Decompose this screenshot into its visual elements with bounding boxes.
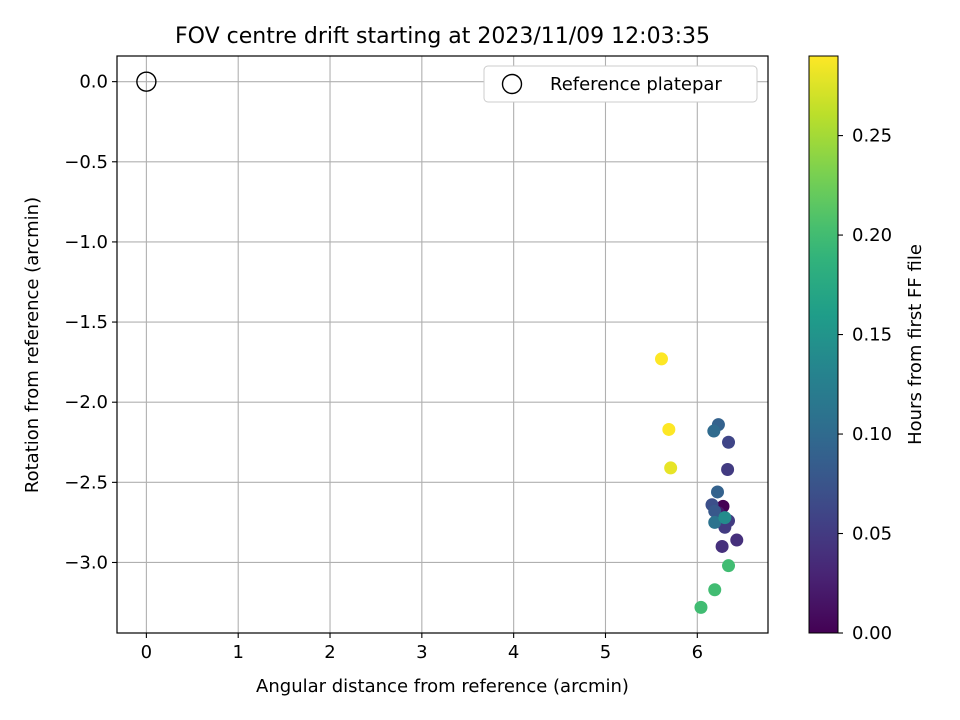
data-point <box>664 461 678 475</box>
colorbar-label: Hours from first FF file <box>905 244 926 445</box>
colorbar-tick-label: 0.05 <box>852 524 892 545</box>
x-tick-label: 3 <box>416 642 427 663</box>
x-tick-label: 1 <box>232 642 243 663</box>
reference-point-marker <box>136 71 157 92</box>
y-tick-label: 0.0 <box>79 72 108 93</box>
data-point <box>722 435 736 449</box>
y-tick-label: −0.5 <box>64 152 108 173</box>
data-point <box>715 539 729 553</box>
data-point <box>718 520 732 534</box>
data-point <box>662 422 676 436</box>
colorbar <box>808 55 839 634</box>
x-axis-label: Angular distance from reference (arcmin) <box>256 676 629 697</box>
data-point <box>708 583 722 597</box>
colorbar-tick-label: 0.25 <box>852 126 892 147</box>
data-points <box>136 71 744 614</box>
plot-area <box>117 56 768 633</box>
colorbar-tick-label: 0.15 <box>852 325 892 346</box>
y-tick-label: −1.5 <box>64 312 108 333</box>
legend: Reference platepar <box>483 65 758 103</box>
y-axis-label: Rotation from reference (arcmin) <box>22 197 43 493</box>
data-point <box>694 600 708 614</box>
plot-frame <box>116 55 769 634</box>
data-point <box>708 504 722 518</box>
grid-lines <box>117 56 768 633</box>
colorbar-tick-label: 0.20 <box>852 225 892 246</box>
data-point <box>707 424 721 438</box>
legend-box <box>483 65 758 103</box>
legend-marker <box>501 73 523 95</box>
y-tick-label: −2.5 <box>64 472 108 493</box>
x-tick-label: 6 <box>692 642 703 663</box>
data-point <box>708 515 722 529</box>
chart-title: FOV centre drift starting at 2023/11/09 … <box>175 24 710 49</box>
data-point <box>654 352 668 366</box>
x-axis: 0 1 2 3 4 5 6 <box>141 633 703 663</box>
data-point <box>721 463 735 477</box>
data-point <box>710 485 724 499</box>
colorbar-ticks: 0.00 0.05 0.10 0.15 0.20 0.25 <box>838 126 892 644</box>
y-tick-label: −3.0 <box>64 552 108 573</box>
x-tick-label: 4 <box>508 642 519 663</box>
x-tick-label: 5 <box>600 642 611 663</box>
colorbar-tick-label: 0.00 <box>852 623 892 644</box>
colorbar-tick-label: 0.10 <box>852 424 892 445</box>
y-axis: 0.0 −0.5 −1.0 −1.5 −2.0 −2.5 −3.0 <box>64 72 117 573</box>
data-point <box>722 559 736 573</box>
legend-entry-reference: Reference platepar <box>550 74 722 95</box>
y-tick-label: −2.0 <box>64 392 108 413</box>
data-point <box>730 533 744 547</box>
x-tick-label: 2 <box>324 642 335 663</box>
x-tick-label: 0 <box>141 642 152 663</box>
y-tick-label: −1.0 <box>64 232 108 253</box>
data-point <box>718 511 732 525</box>
